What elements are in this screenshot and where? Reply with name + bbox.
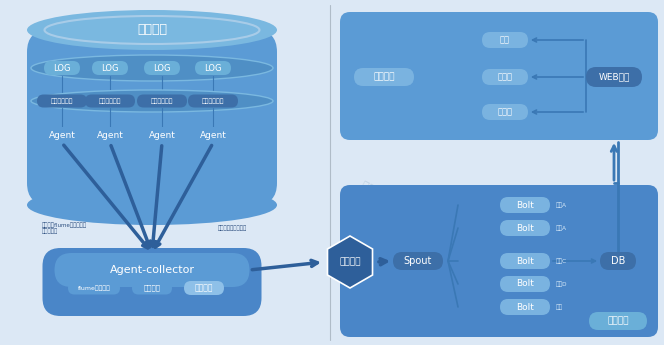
Text: 消息通道: 消息通道 [339,257,361,266]
FancyBboxPatch shape [92,61,128,75]
FancyBboxPatch shape [132,282,172,295]
FancyBboxPatch shape [89,127,131,143]
Ellipse shape [31,90,273,112]
FancyBboxPatch shape [500,197,550,213]
Text: Agent: Agent [96,130,124,139]
FancyBboxPatch shape [85,95,135,108]
FancyBboxPatch shape [37,95,87,108]
FancyBboxPatch shape [42,248,262,316]
FancyBboxPatch shape [137,95,187,108]
FancyBboxPatch shape [500,276,550,292]
Text: 日志汇总: 日志汇总 [195,284,213,293]
Text: WEB前端: WEB前端 [598,72,629,81]
Ellipse shape [27,10,277,50]
Text: Agent-collector: Agent-collector [110,265,195,275]
FancyBboxPatch shape [27,30,277,205]
Text: 微架A: 微架A [556,225,567,231]
Text: Agent: Agent [200,130,226,139]
FancyBboxPatch shape [340,12,658,140]
FancyBboxPatch shape [600,252,636,270]
Text: 关注公众号: 关注公众号 [358,228,392,252]
Text: Bolt: Bolt [516,224,534,233]
Text: LOG: LOG [101,63,119,72]
Text: Agent: Agent [48,130,76,139]
Text: Bolt: Bolt [516,279,534,288]
FancyBboxPatch shape [44,61,80,75]
Text: Spout: Spout [404,256,432,266]
Text: 根据代理服务器数据: 根据代理服务器数据 [218,225,247,231]
Polygon shape [327,236,373,288]
Text: 条形图: 条形图 [497,72,513,81]
Text: flume配置文件: flume配置文件 [78,285,110,291]
FancyBboxPatch shape [184,281,224,295]
FancyBboxPatch shape [141,127,183,143]
FancyBboxPatch shape [482,32,528,48]
FancyBboxPatch shape [500,253,550,269]
FancyBboxPatch shape [393,252,443,270]
Text: 微架C: 微架C [556,258,567,264]
Text: 数据显示: 数据显示 [373,72,395,81]
FancyBboxPatch shape [195,61,231,75]
Text: 采集选配数据: 采集选配数据 [151,98,173,104]
Text: 日志文件: 日志文件 [143,285,161,291]
FancyBboxPatch shape [192,127,234,143]
Text: 根据机器flume配置文件式
报日志列表: 根据机器flume配置文件式 报日志列表 [42,222,87,234]
FancyBboxPatch shape [54,253,250,287]
Text: DB: DB [611,256,625,266]
Text: Bolt: Bolt [516,200,534,209]
Text: Bolt: Bolt [516,256,534,266]
FancyBboxPatch shape [500,299,550,315]
FancyBboxPatch shape [68,282,120,295]
Text: Bolt: Bolt [516,303,534,312]
FancyBboxPatch shape [482,104,528,120]
Text: Agent: Agent [149,130,175,139]
FancyBboxPatch shape [340,185,658,337]
FancyBboxPatch shape [354,68,414,86]
Text: 采集选配数据: 采集选配数据 [99,98,122,104]
Text: LOG: LOG [153,63,171,72]
Text: 表报: 表报 [500,36,510,45]
Text: 线形图: 线形图 [497,108,513,117]
Text: LOG: LOG [53,63,71,72]
FancyBboxPatch shape [586,67,642,87]
Text: 控制: 控制 [556,304,563,310]
FancyBboxPatch shape [589,312,647,330]
FancyBboxPatch shape [482,69,528,85]
Text: 实时计算: 实时计算 [608,316,629,325]
FancyBboxPatch shape [188,95,238,108]
Text: 采集选配数据: 采集选配数据 [202,98,224,104]
Text: 领取 面试题 PDF: 领取 面试题 PDF [361,179,420,217]
Text: LOG: LOG [205,63,222,72]
Ellipse shape [31,55,273,81]
Ellipse shape [27,185,277,225]
FancyBboxPatch shape [41,127,83,143]
Text: 日志采集: 日志采集 [137,22,167,36]
FancyBboxPatch shape [500,220,550,236]
Text: 采集选配数据: 采集选配数据 [50,98,73,104]
Text: 微架D: 微架D [556,281,568,287]
Text: 微架A: 微架A [556,202,567,208]
FancyBboxPatch shape [144,61,180,75]
